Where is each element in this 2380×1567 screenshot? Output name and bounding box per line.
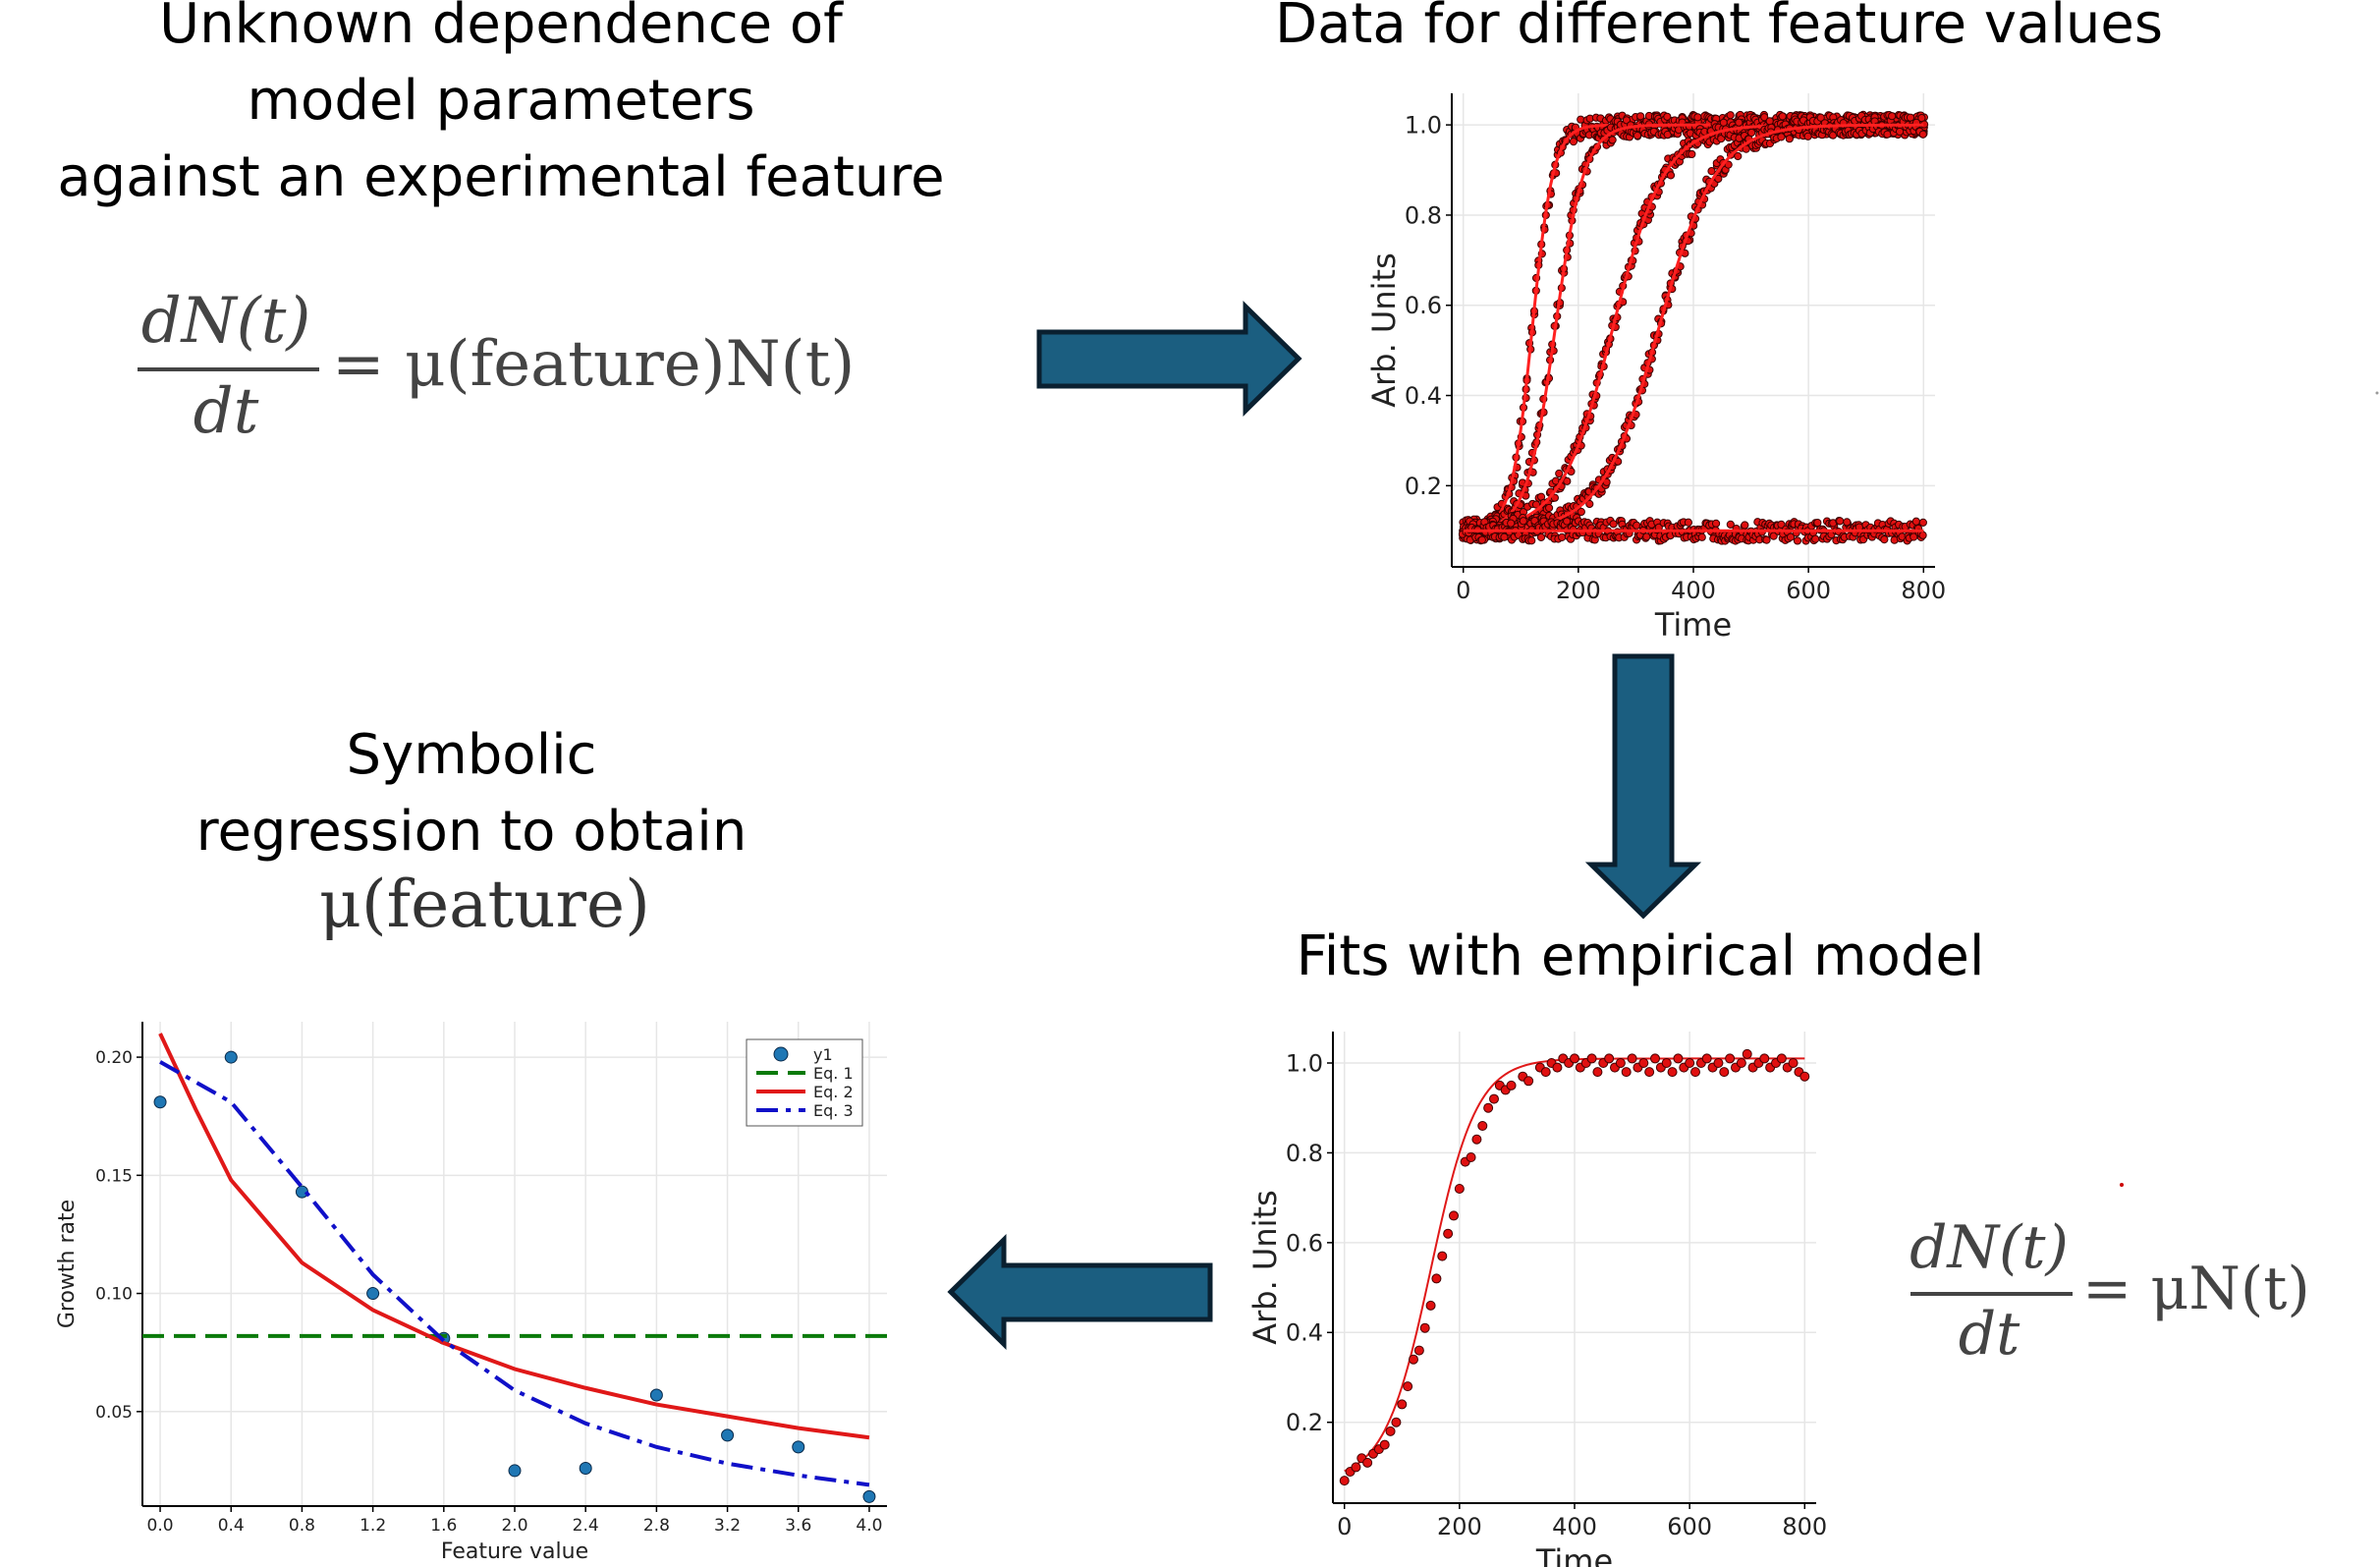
tick-label-x: 200 <box>1556 577 1601 604</box>
tick-label-x: 800 <box>1901 577 1946 604</box>
data-point-y1 <box>366 1287 380 1301</box>
title-top-left-line1: Unknown dependence of <box>159 0 843 56</box>
data-point-s0 <box>1569 138 1578 146</box>
data-point-s1 <box>1608 136 1617 144</box>
title-bottom-left-line1: Symbolic <box>346 723 597 787</box>
data-point-y1 <box>224 1050 238 1064</box>
tick-label-y: 0.15 <box>95 1166 133 1186</box>
equation-top-left-rhs: = μ(feature)N(t) <box>332 328 856 401</box>
axis-label-y: Arb. Units <box>1365 252 1403 408</box>
title-top-left: Unknown dependence of model parameters a… <box>0 0 1022 216</box>
data-point-s1 <box>1633 131 1642 140</box>
tick-label-x: 1.6 <box>430 1516 457 1536</box>
axis-label-y: Growth rate <box>55 1200 80 1328</box>
tick-label-x: 0.8 <box>289 1516 315 1536</box>
tick-label-y: 0.10 <box>95 1285 133 1305</box>
tick-label-x: 400 <box>1671 577 1716 604</box>
tick-label-x: 1.2 <box>360 1516 386 1536</box>
data-point-s2 <box>1555 469 1564 478</box>
equation-top-left-denominator: dt <box>193 375 259 448</box>
tick-label-x: 3.2 <box>714 1516 741 1536</box>
legend-label: Eq. 1 <box>813 1064 854 1083</box>
tick-label-y: 0.05 <box>95 1403 133 1423</box>
tick-label-y: 0.8 <box>1405 201 1442 229</box>
title-top-left-line3: against an experimental feature <box>57 145 945 209</box>
tick-label-y: 1.0 <box>1405 112 1442 140</box>
equation-bottom-right-fraction-bar <box>1910 1292 2073 1296</box>
tick-label-x: 0.4 <box>218 1516 245 1536</box>
tick-label-x: 0.0 <box>147 1516 174 1536</box>
data-point-s1 <box>1636 112 1645 121</box>
tick-label-y: 0.2 <box>1405 473 1442 500</box>
data-point-s2 <box>1563 476 1572 485</box>
tick-label-x: 600 <box>1786 577 1831 604</box>
data-point-s1 <box>1663 112 1672 121</box>
tick-label-x: 2.8 <box>643 1516 670 1536</box>
tick-label-x: 3.6 <box>785 1516 811 1536</box>
tick-label-x: 4.0 <box>856 1516 882 1536</box>
legend-marker-y1 <box>773 1046 789 1062</box>
equation-bottom-right-numerator: dN(t) <box>1910 1213 2069 1282</box>
equation-top-left-numerator: dN(t) <box>140 285 311 358</box>
data-point-y1 <box>153 1095 167 1109</box>
title-top-right: Data for different feature values <box>1274 0 2164 56</box>
equation-top-left-fraction-bar <box>138 367 319 371</box>
data-point-y1 <box>649 1388 663 1402</box>
legend-label: y1 <box>813 1045 833 1064</box>
data-point-s2 <box>1544 503 1554 513</box>
legend-label: Eq. 2 <box>813 1083 854 1101</box>
tick-label-x: 2.4 <box>573 1516 599 1536</box>
tick-label-y: 0.6 <box>1405 292 1442 319</box>
title-bottom-left-line2: regression to obtain <box>195 800 747 864</box>
tick-label-x: 0 <box>1456 577 1470 604</box>
equation-bottom-right: dN(t) dt = μN(t) <box>1906 1213 2367 1380</box>
title-bottom-left-math: μ(feature) <box>319 867 650 942</box>
data-point-y1 <box>792 1440 805 1454</box>
tick-label-y: 0.4 <box>1405 382 1442 410</box>
tick-label-y: 0.20 <box>95 1048 133 1068</box>
data-point-y1 <box>721 1428 735 1442</box>
data-point-y1 <box>862 1489 876 1503</box>
title-bottom-right: Fits with empirical model <box>1296 924 1985 988</box>
equation-bottom-right-rhs: = μN(t) <box>2082 1255 2310 1323</box>
title-bottom-left: Symbolic regression to obtain <box>0 717 943 870</box>
equation-bottom-right-denominator: dt <box>1958 1300 2020 1369</box>
axis-label-x: Feature value <box>441 1539 588 1564</box>
data-point-s2 <box>1531 500 1541 509</box>
tick-label-x: 2.0 <box>501 1516 527 1536</box>
title-top-left-line2: model parameters <box>247 69 755 133</box>
data-point-y1 <box>579 1462 592 1476</box>
data-point-s1 <box>1693 113 1702 122</box>
data-point-y1 <box>508 1464 522 1478</box>
axis-label-x: Time <box>1654 606 1732 644</box>
equation-top-left: dN(t) dt = μ(feature)N(t) <box>128 285 874 452</box>
legend-label: Eq. 3 <box>813 1101 854 1120</box>
